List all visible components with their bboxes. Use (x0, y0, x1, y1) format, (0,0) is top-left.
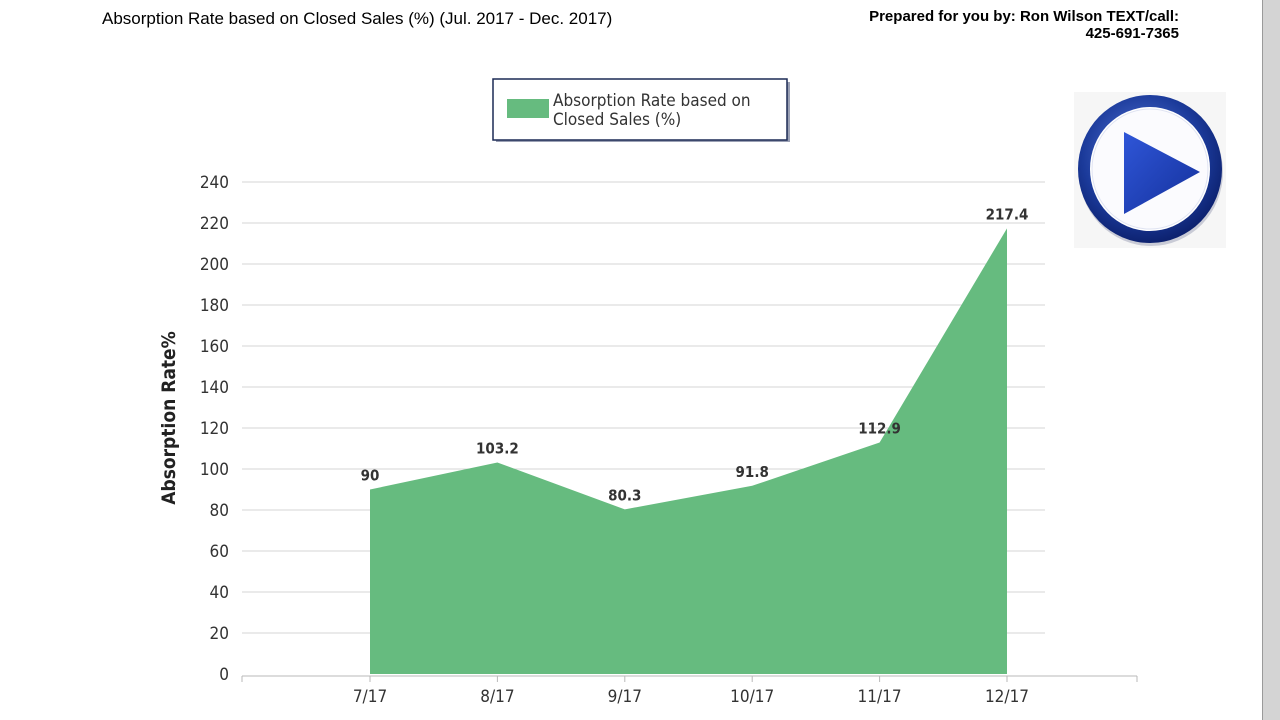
data-label: 217.4 (986, 205, 1029, 223)
x-tick-label: 12/17 (985, 687, 1029, 707)
series-area (370, 228, 1007, 674)
legend-swatch (507, 99, 549, 118)
y-tick-label: 120 (200, 419, 229, 439)
data-label: 112.9 (858, 420, 901, 438)
y-tick-label: 140 (200, 378, 229, 398)
scrollbar-border (1262, 0, 1263, 720)
data-label: 103.2 (476, 439, 519, 457)
y-tick-label: 40 (210, 583, 229, 603)
y-tick-label: 240 (200, 173, 229, 193)
x-tick-label: 11/17 (858, 687, 902, 707)
prepared-by-line1: Prepared for you by: Ron Wilson TEXT/cal… (869, 8, 1179, 25)
y-tick-label: 180 (200, 296, 229, 316)
legend-label-line1: Absorption Rate based on (553, 91, 751, 111)
y-tick-label: 200 (200, 255, 229, 275)
y-tick-label: 100 (200, 460, 229, 480)
scrollbar[interactable] (1263, 0, 1280, 720)
play-button[interactable] (1074, 92, 1226, 248)
y-tick-label: 0 (219, 665, 229, 685)
x-tick-label: 8/17 (480, 687, 514, 707)
y-axis-label: Absorption Rate% (158, 331, 180, 505)
page-title: Absorption Rate based on Closed Sales (%… (102, 9, 613, 28)
data-labels: 90 103.2 80.3 91.8 112.9 217.4 (361, 205, 1029, 504)
series-area-fill (370, 228, 1007, 674)
y-tick-label: 60 (210, 542, 229, 562)
legend: Absorption Rate based on Closed Sales (%… (492, 78, 790, 142)
x-tick-label: 7/17 (353, 687, 387, 707)
y-tick-label: 80 (210, 501, 229, 521)
data-label: 91.8 (736, 463, 769, 481)
y-tick-label: 160 (200, 337, 229, 357)
legend-label-line2: Closed Sales (%) (553, 110, 681, 130)
play-icon (1078, 95, 1223, 246)
x-tick-label: 10/17 (730, 687, 774, 707)
prepared-by-phone: 425-691-7365 (1085, 25, 1179, 42)
data-label: 80.3 (608, 486, 641, 504)
data-label: 90 (361, 467, 380, 485)
y-tick-label: 20 (210, 624, 229, 644)
y-tick-labels: 0 20 40 60 80 100 120 140 160 180 200 220 240 (200, 173, 229, 685)
y-tick-label: 220 (200, 214, 229, 234)
x-tick-label: 9/17 (608, 687, 642, 707)
prepared-by: Prepared for you by: Ron Wilson TEXT/cal… (869, 8, 1179, 42)
x-axis: 7/17 8/17 9/17 10/17 11/17 12/17 (241, 675, 1138, 707)
